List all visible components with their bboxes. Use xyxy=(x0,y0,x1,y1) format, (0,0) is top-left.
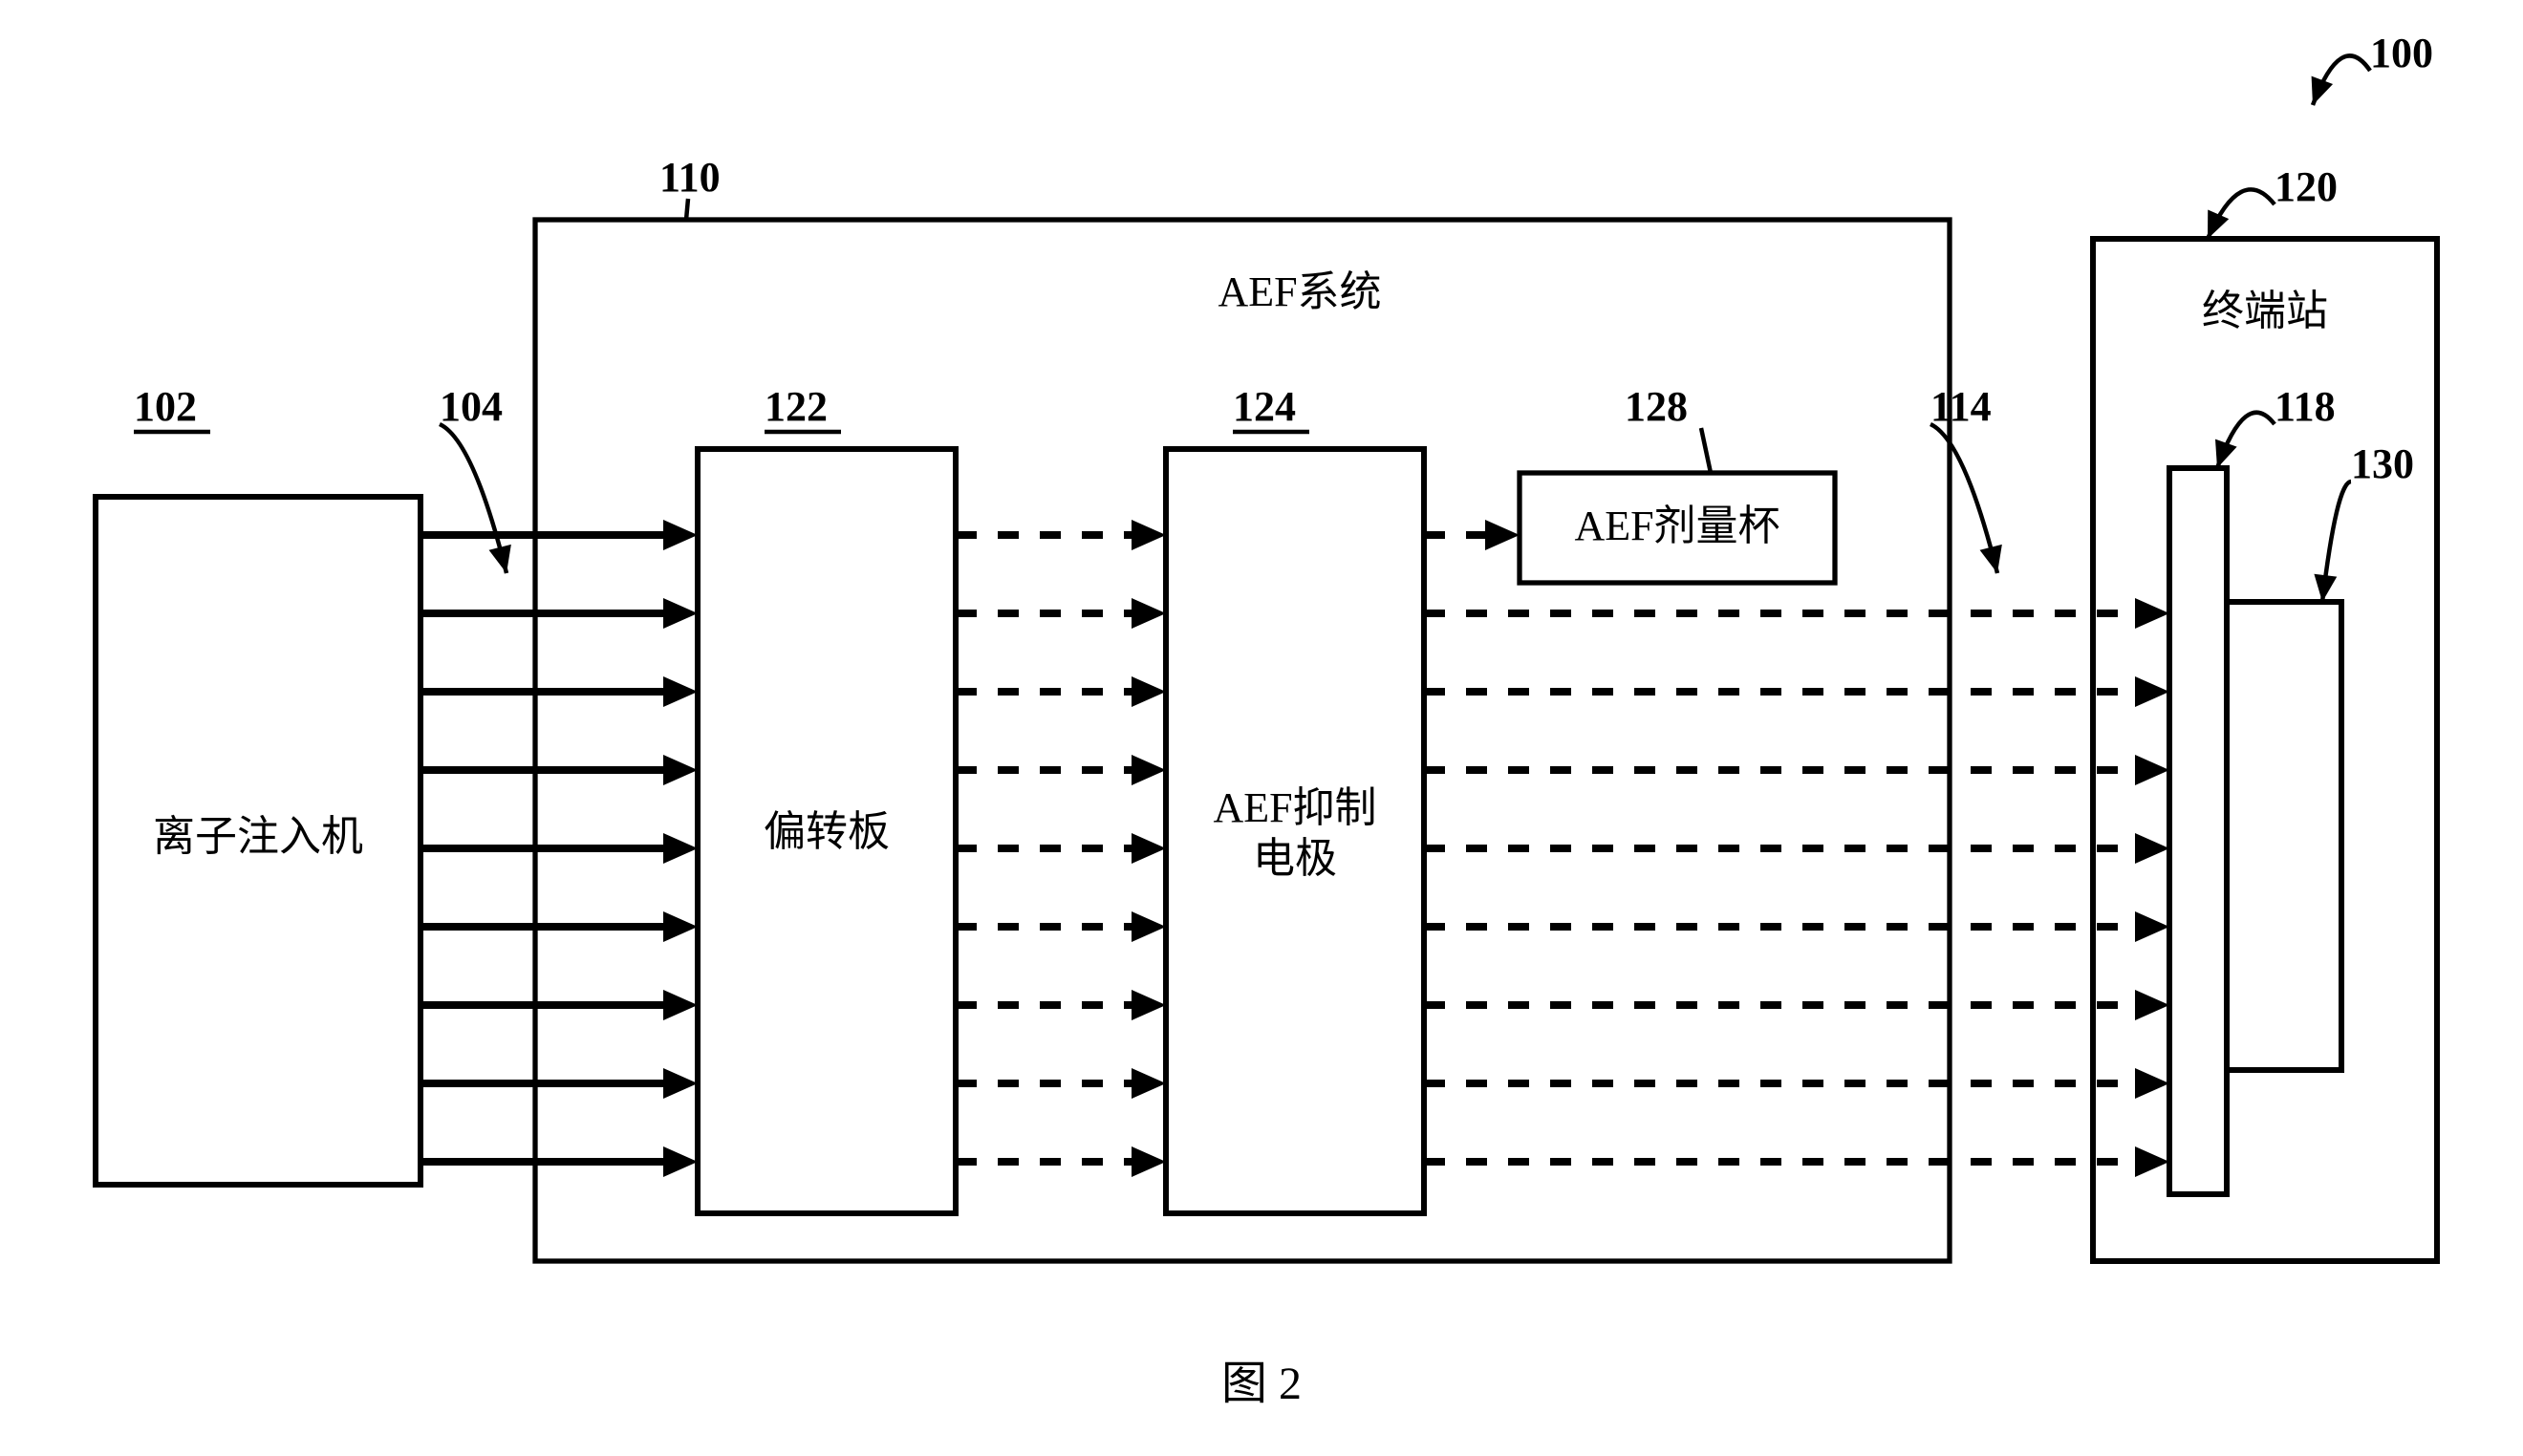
wafer-back-box xyxy=(2227,602,2341,1070)
aef-system-box xyxy=(535,220,1950,1261)
aef-system-label: AEF系统 xyxy=(1109,268,1491,318)
ref-100: 100 xyxy=(2370,29,2433,77)
ref-130: 130 xyxy=(2351,439,2414,488)
ref-120: 120 xyxy=(2275,162,2338,211)
ref-102: 102 xyxy=(134,382,197,431)
ref-128: 128 xyxy=(1625,382,1688,431)
end-station-label: 终端站 xyxy=(2093,287,2437,337)
aef-dose-cup-label: AEF剂量杯 xyxy=(1520,502,1835,552)
ref-114: 114 xyxy=(1930,382,1992,431)
figure-label: 图 2 xyxy=(1070,1357,1453,1412)
aef-suppress-label: AEF抑制 电极 xyxy=(1166,783,1424,885)
end-station-box xyxy=(2093,239,2437,1261)
ref-110: 110 xyxy=(659,153,721,202)
wafer-front-box xyxy=(2169,468,2227,1194)
diagram-svg xyxy=(0,0,2523,1456)
ref-104: 104 xyxy=(440,382,503,431)
ref-124: 124 xyxy=(1233,382,1296,431)
ion-implanter-label: 离子注入机 xyxy=(96,812,420,863)
ref-122: 122 xyxy=(765,382,828,431)
deflector-label: 偏转板 xyxy=(698,807,956,858)
ref-118: 118 xyxy=(2275,382,2336,431)
